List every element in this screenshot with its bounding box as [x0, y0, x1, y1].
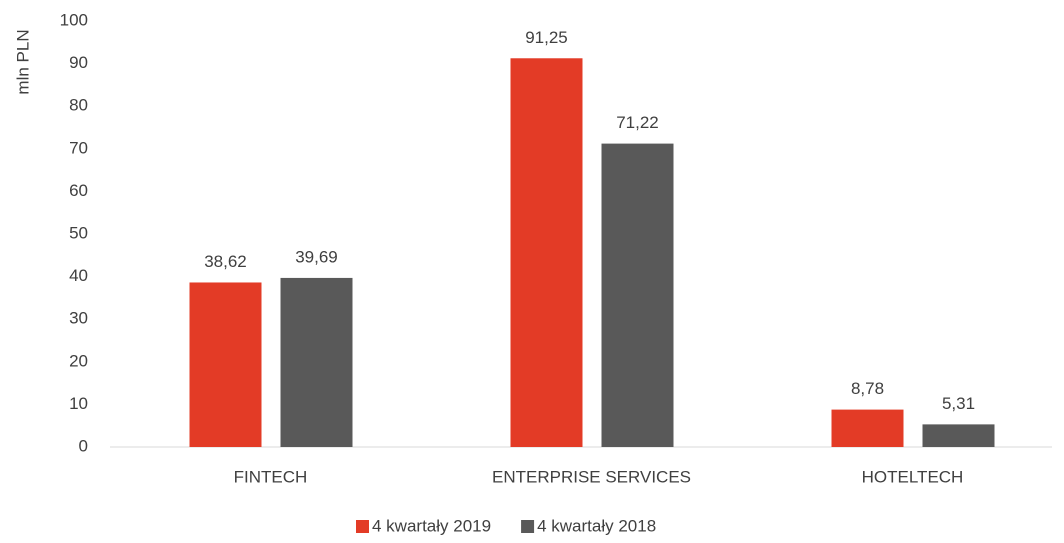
x-tick-label: FINTECH: [234, 467, 308, 486]
y-tick-label: 0: [79, 436, 88, 455]
bar: [601, 143, 674, 448]
data-label: 5,31: [942, 394, 975, 413]
data-label: 39,69: [295, 247, 338, 266]
legend-swatch: [521, 520, 535, 533]
y-tick-label: 100: [60, 10, 88, 29]
bar: [831, 409, 904, 447]
x-tick-label: ENTERPRISE SERVICES: [492, 467, 691, 486]
legend-swatch: [356, 520, 369, 533]
legend-label: 4 kwartały 2018: [537, 516, 656, 535]
bar: [280, 277, 353, 447]
bar: [922, 424, 995, 447]
data-label: 91,25: [525, 28, 568, 47]
bar: [189, 282, 262, 447]
y-tick-label: 40: [69, 266, 88, 285]
y-tick-label: 50: [69, 223, 88, 242]
y-axis-label: mln PLN: [13, 29, 32, 94]
y-tick-label: 30: [69, 309, 88, 328]
bar: [510, 58, 583, 448]
y-tick-label: 80: [69, 96, 88, 115]
data-label: 8,78: [851, 379, 884, 398]
legend-label: 4 kwartały 2019: [372, 516, 491, 535]
x-tick-label: HOTELTECH: [862, 467, 964, 486]
y-tick-label: 90: [69, 53, 88, 72]
y-tick-label: 60: [69, 181, 88, 200]
y-tick-label: 20: [69, 351, 88, 370]
data-label: 71,22: [616, 113, 659, 132]
data-label: 38,62: [204, 252, 247, 271]
y-tick-label: 70: [69, 138, 88, 157]
y-tick-label: 10: [69, 394, 88, 413]
